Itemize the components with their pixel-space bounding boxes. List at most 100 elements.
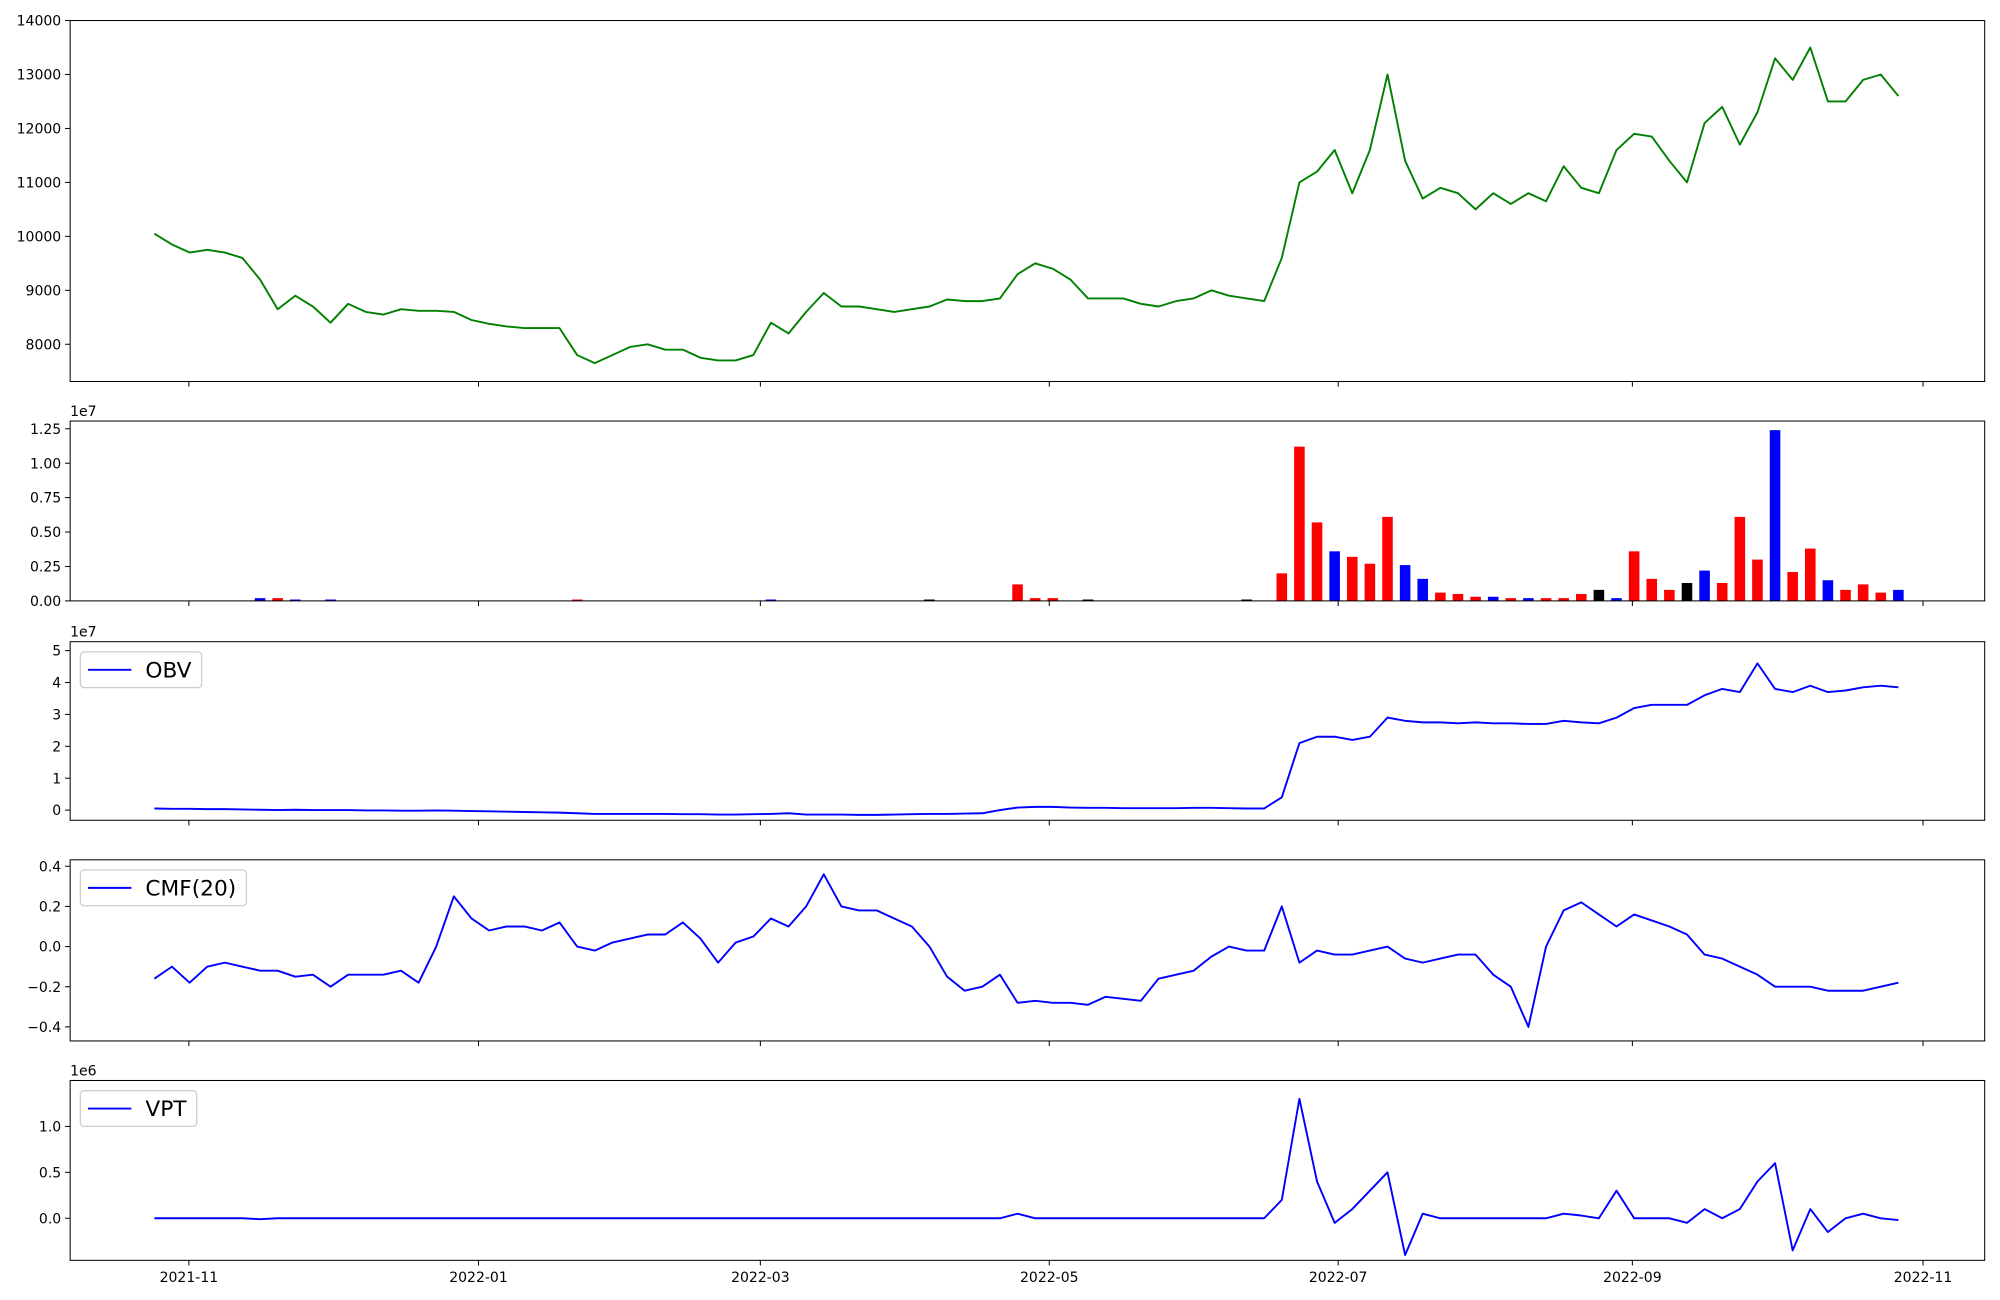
- legend-label: VPT: [145, 1097, 187, 1122]
- legend-box: [79, 1090, 198, 1128]
- y-tick-label: 1.00: [30, 456, 61, 472]
- bar: [1769, 430, 1781, 601]
- bar: [1575, 594, 1587, 601]
- bar: [1752, 559, 1763, 601]
- bar: [1734, 516, 1746, 601]
- y-tick-label: 0: [52, 803, 61, 819]
- bar: [1523, 598, 1534, 601]
- axis-offset-label: 1e6: [70, 1063, 97, 1079]
- legend-box: [79, 651, 203, 689]
- legend: CMF(20): [79, 869, 248, 907]
- legend-label: OBV: [145, 658, 191, 683]
- y-tick-label: 10000: [17, 229, 62, 245]
- x-tick-label: 2022-09: [1603, 1270, 1662, 1286]
- bar: [1417, 578, 1429, 601]
- bar: [1628, 551, 1640, 601]
- bar: [1716, 582, 1728, 601]
- bar: [1294, 446, 1305, 601]
- plot-frame: [69, 859, 1986, 1042]
- bar: [1893, 589, 1904, 601]
- bar: [1241, 599, 1252, 601]
- bar: [1664, 589, 1675, 601]
- bar: [1540, 598, 1552, 601]
- bar: [254, 598, 266, 601]
- x-tick-label: 2021-11: [160, 1270, 219, 1286]
- y-tick-label: 0.00: [30, 594, 61, 610]
- bar: [1875, 592, 1887, 601]
- y-tick-label: −0.4: [27, 1020, 61, 1036]
- y-tick-label: 8000: [26, 337, 62, 353]
- axis-offset-label: 1e7: [70, 404, 96, 420]
- y-tick-label: 14000: [17, 14, 62, 30]
- x-tick-label: 2022-03: [731, 1270, 790, 1286]
- y-tick-label: 0.2: [39, 900, 61, 916]
- bar: [325, 599, 336, 601]
- bar: [1082, 599, 1094, 601]
- y-tick-label: 0.50: [30, 525, 61, 541]
- bar: [1699, 570, 1710, 601]
- bar: [1558, 598, 1569, 601]
- y-tick-label: 1: [52, 771, 61, 787]
- legend: OBV: [79, 651, 203, 689]
- y-tick-label: 0.0: [39, 940, 61, 956]
- bar: [272, 598, 283, 601]
- y-tick-label: 2: [52, 739, 61, 755]
- y-tick-label: 1.25: [30, 422, 61, 438]
- x-tick-label: 2022-07: [1309, 1270, 1368, 1286]
- y-tick-label: 11000: [17, 176, 62, 192]
- bar: [1399, 565, 1411, 601]
- bar: [1857, 584, 1869, 601]
- bar: [1346, 556, 1358, 601]
- bar: [1611, 598, 1622, 601]
- bar: [1276, 573, 1288, 601]
- bar: [571, 599, 583, 601]
- legend-label: CMF(20): [145, 877, 236, 902]
- line: [154, 1097, 1899, 1256]
- plot-frame: [69, 641, 1986, 821]
- y-tick-label: 9000: [26, 283, 62, 299]
- bar: [1311, 522, 1323, 601]
- bar: [1681, 582, 1693, 601]
- y-tick-label: 0.5: [39, 1165, 61, 1181]
- bar: [1822, 580, 1834, 601]
- legend: VPT: [79, 1090, 198, 1128]
- x-tick-label: 2022-01: [449, 1270, 508, 1286]
- plot-frame: [69, 1079, 1986, 1261]
- y-tick-label: 5: [52, 644, 61, 660]
- bar: [1329, 551, 1340, 601]
- legend-box: [79, 869, 248, 907]
- axis-offset-label: 1e7: [70, 625, 96, 641]
- line: [153, 46, 1900, 365]
- y-tick-label: 3: [52, 708, 61, 724]
- bar: [1646, 578, 1658, 601]
- bar: [924, 599, 935, 601]
- y-tick-label: 12000: [17, 122, 62, 138]
- bar: [1487, 596, 1499, 601]
- y-tick-label: 0.0: [39, 1211, 61, 1227]
- bar: [1787, 571, 1798, 601]
- bar: [1805, 548, 1816, 601]
- bar: [1047, 598, 1059, 601]
- y-tick-label: 0.75: [30, 491, 61, 507]
- y-tick-label: 4: [52, 676, 61, 692]
- bar: [1470, 596, 1481, 601]
- bar: [290, 599, 301, 601]
- y-tick-label: −0.2: [27, 980, 61, 996]
- y-tick-label: 0.4: [39, 859, 61, 875]
- y-tick-label: 1.0: [39, 1120, 61, 1136]
- line: [153, 873, 1899, 1028]
- bar: [1840, 589, 1851, 601]
- bar: [1505, 598, 1517, 601]
- plot-frame: [69, 20, 1986, 383]
- x-tick-label: 2022-11: [1894, 1270, 1953, 1286]
- bar: [1012, 584, 1023, 601]
- y-tick-label: 13000: [17, 68, 62, 84]
- bar: [1435, 592, 1446, 601]
- y-tick-label: 0.25: [30, 560, 61, 576]
- bar: [1382, 516, 1393, 601]
- bar: [1593, 589, 1605, 601]
- plot-frame: [69, 420, 1986, 602]
- line: [154, 662, 1899, 816]
